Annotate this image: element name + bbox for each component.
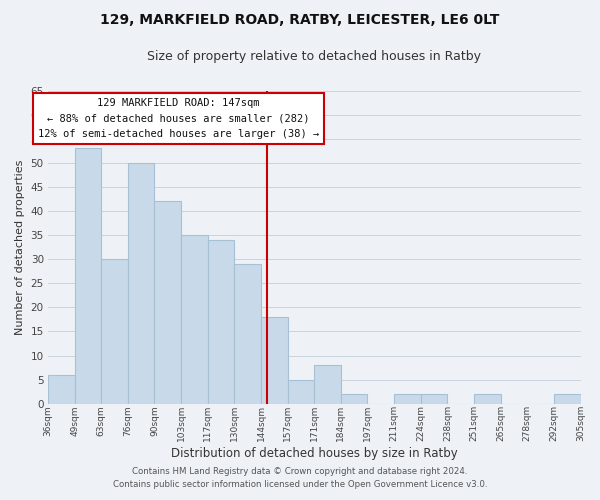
Bar — [48, 375, 74, 404]
X-axis label: Distribution of detached houses by size in Ratby: Distribution of detached houses by size … — [171, 447, 458, 460]
Bar — [101, 259, 128, 404]
Bar — [287, 380, 314, 404]
Bar — [314, 365, 341, 404]
Text: Contains HM Land Registry data © Crown copyright and database right 2024.
Contai: Contains HM Land Registry data © Crown c… — [113, 468, 487, 489]
Bar — [154, 202, 181, 404]
Bar — [235, 264, 261, 404]
Bar — [74, 148, 101, 404]
Bar — [181, 235, 208, 404]
Bar — [341, 394, 367, 404]
Bar — [394, 394, 421, 404]
Text: 129 MARKFIELD ROAD: 147sqm
← 88% of detached houses are smaller (282)
12% of sem: 129 MARKFIELD ROAD: 147sqm ← 88% of deta… — [38, 98, 319, 139]
Text: 129, MARKFIELD ROAD, RATBY, LEICESTER, LE6 0LT: 129, MARKFIELD ROAD, RATBY, LEICESTER, L… — [100, 12, 500, 26]
Bar — [208, 240, 235, 404]
Bar — [128, 163, 154, 404]
Bar — [261, 317, 287, 404]
Y-axis label: Number of detached properties: Number of detached properties — [15, 160, 25, 335]
Bar — [421, 394, 448, 404]
Bar — [474, 394, 500, 404]
Bar — [554, 394, 581, 404]
Title: Size of property relative to detached houses in Ratby: Size of property relative to detached ho… — [147, 50, 481, 63]
